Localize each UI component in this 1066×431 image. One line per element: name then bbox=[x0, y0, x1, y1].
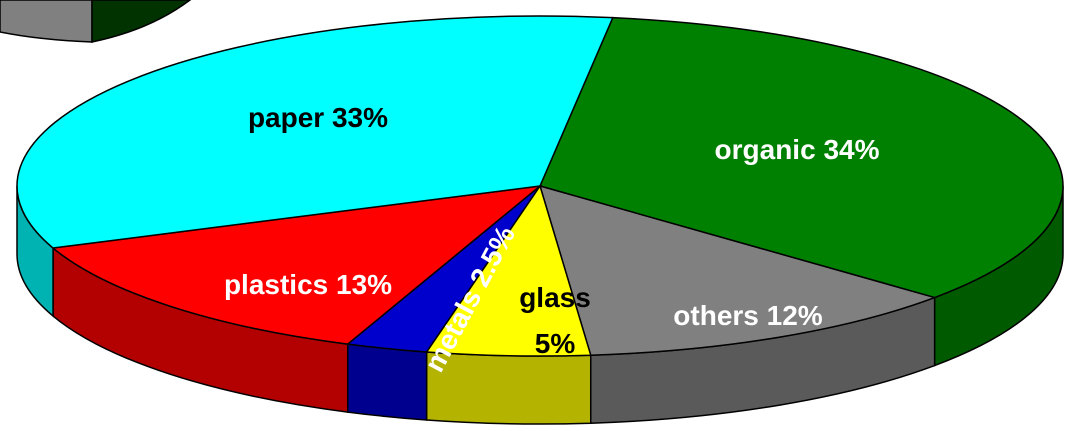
label-category: others bbox=[673, 300, 759, 331]
cropped-shape bbox=[91, 0, 192, 43]
label-value: 5% bbox=[535, 328, 576, 359]
data-label: organic 34% bbox=[715, 134, 880, 165]
label-value: 13% bbox=[336, 269, 392, 300]
label-category: organic bbox=[715, 134, 816, 165]
slice bbox=[538, 184, 938, 356]
label-category: plastics bbox=[224, 269, 328, 300]
label-category: glass bbox=[519, 282, 591, 313]
slice bbox=[425, 184, 592, 357]
data-label: plastics 13% bbox=[224, 269, 392, 300]
slice bbox=[51, 184, 543, 345]
slice bbox=[538, 16, 1064, 299]
slice bbox=[16, 15, 614, 249]
label-value: 12% bbox=[767, 300, 823, 331]
label-category: paper bbox=[248, 102, 324, 133]
slice-side bbox=[346, 343, 428, 421]
data-label: glass 5% bbox=[519, 282, 591, 359]
label-value: 34% bbox=[823, 134, 879, 165]
label-value: 33% bbox=[332, 102, 388, 133]
data-label: others 12% bbox=[673, 300, 823, 331]
data-label: paper 33% bbox=[248, 102, 388, 133]
pie: organic 34%others 12%glass 5%metals 2.5%p… bbox=[16, 15, 1064, 425]
